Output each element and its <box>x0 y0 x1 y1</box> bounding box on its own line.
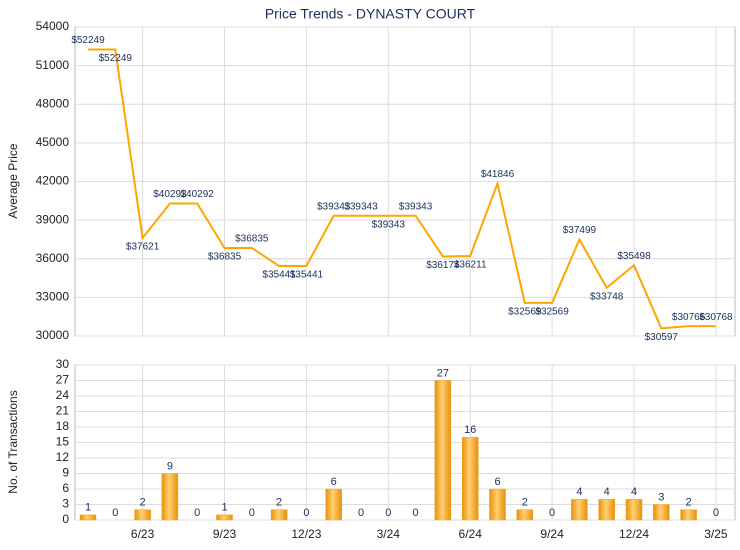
y-tick-label: 18 <box>56 419 70 433</box>
value-label: $32569 <box>535 307 569 318</box>
value-label: 6 <box>494 476 500 488</box>
y-tick-label: 42000 <box>36 174 70 188</box>
value-label: 4 <box>631 486 637 498</box>
y-tick-label: 39000 <box>36 212 70 226</box>
value-label: 2 <box>686 497 692 509</box>
value-label: $33748 <box>590 291 624 302</box>
value-label: $39343 <box>399 201 433 212</box>
value-label: $36211 <box>454 260 487 271</box>
value-label: $39343 <box>317 201 351 212</box>
y-tick-label: 6 <box>62 481 69 495</box>
y-tick-label: 3 <box>62 497 69 511</box>
bar <box>653 504 670 521</box>
x-tick-label: 12/23 <box>291 527 321 541</box>
bar <box>461 437 479 521</box>
value-label: 0 <box>194 507 200 519</box>
value-label: $35498 <box>617 251 651 262</box>
bar <box>161 473 179 521</box>
x-tick-label: 3/24 <box>377 527 401 541</box>
y-tick-label: 51000 <box>36 58 70 72</box>
value-label: 27 <box>437 367 449 379</box>
value-label: 1 <box>221 502 227 514</box>
value-label: 6 <box>331 476 337 488</box>
bar <box>598 499 615 521</box>
y-tick-label: 30000 <box>36 328 70 342</box>
value-label: 4 <box>576 486 582 498</box>
value-label: 3 <box>658 491 664 503</box>
value-label: 0 <box>112 507 118 519</box>
value-label: 0 <box>303 507 309 519</box>
y-tick-label: 33000 <box>36 290 70 304</box>
y-tick-label: 21 <box>56 404 70 418</box>
value-label: 9 <box>167 460 173 472</box>
x-tick-label: 12/24 <box>619 527 649 541</box>
bar <box>134 509 151 521</box>
y-tick-label: 36000 <box>36 251 70 265</box>
y-tick-label: 0 <box>62 512 69 526</box>
value-label: $30768 <box>699 312 733 323</box>
x-tick-label: 9/23 <box>213 527 237 541</box>
value-label: 0 <box>713 507 719 519</box>
value-label: 2 <box>522 497 528 509</box>
y-tick-label: 45000 <box>36 135 70 149</box>
value-label: 0 <box>413 507 419 519</box>
value-label: $36174 <box>426 260 460 271</box>
y-tick-label: 15 <box>56 435 70 449</box>
y-tick-label: 48000 <box>36 96 70 110</box>
value-label: 0 <box>249 507 255 519</box>
value-label: 0 <box>549 507 555 519</box>
value-label: 16 <box>464 424 476 436</box>
value-label: $40292 <box>153 189 187 200</box>
bar <box>434 380 452 521</box>
value-label: $40292 <box>181 189 215 200</box>
value-label: $36835 <box>235 234 269 245</box>
value-label: 1 <box>85 502 91 514</box>
value-label: $32569 <box>508 307 542 318</box>
y-tick-label: 12 <box>56 450 70 464</box>
x-tick-label: 6/24 <box>459 527 483 541</box>
value-label: $52249 <box>99 53 133 64</box>
bar <box>680 509 697 521</box>
y-tick-label: 54000 <box>36 19 70 33</box>
value-label: $30597 <box>645 332 679 343</box>
bar <box>270 509 288 521</box>
bar <box>516 509 534 521</box>
x-tick-label: 9/24 <box>540 527 564 541</box>
y-tick-label: 30 <box>56 357 70 371</box>
bar <box>325 488 342 521</box>
y-tick-label: 27 <box>56 373 70 387</box>
value-label: 2 <box>140 497 146 509</box>
value-label: $36835 <box>208 252 242 263</box>
value-label: $30766 <box>672 312 706 323</box>
y-axis-label: Average Price <box>6 143 20 218</box>
bar <box>489 488 506 521</box>
x-tick-label: 3/25 <box>704 527 728 541</box>
value-label: $39343 <box>344 201 378 212</box>
value-label: 0 <box>358 507 364 519</box>
value-label: $37621 <box>126 242 160 253</box>
value-label: 2 <box>276 497 282 509</box>
value-label: $39343 <box>372 219 406 230</box>
y-tick-label: 9 <box>62 466 69 480</box>
value-label: $35441 <box>262 270 296 281</box>
value-label: 0 <box>385 507 391 519</box>
value-label: $52249 <box>71 35 105 46</box>
bar <box>571 499 588 521</box>
value-label: $35441 <box>290 270 324 281</box>
y-tick-label: 24 <box>56 388 70 402</box>
bar <box>216 514 233 521</box>
bar <box>625 499 643 521</box>
chart-title: Price Trends - DYNASTY COURT <box>265 6 476 22</box>
x-tick-label: 6/23 <box>131 527 155 541</box>
line <box>88 48 716 330</box>
bar <box>79 514 97 521</box>
y-axis-label: No. of Transactions <box>6 390 20 493</box>
value-label: $37499 <box>563 225 597 236</box>
value-label: $41846 <box>481 169 515 180</box>
value-label: 4 <box>604 486 610 498</box>
